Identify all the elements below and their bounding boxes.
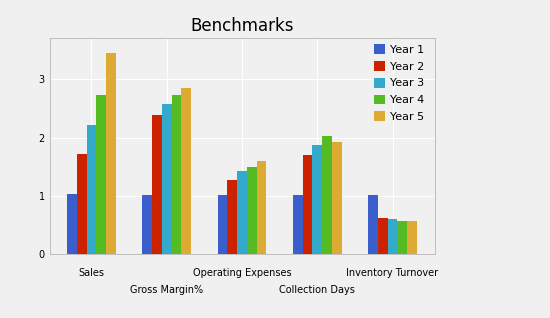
Bar [312,144,322,254]
Legend: Year 1, Year 2, Year 3, Year 4, Year 5: Year 1, Year 2, Year 3, Year 4, Year 5 [369,39,429,127]
Bar [67,194,77,254]
Bar [322,136,332,254]
Bar [106,53,116,254]
Bar [86,125,96,254]
Bar [218,195,227,254]
Text: Operating Expenses: Operating Expenses [192,268,292,278]
Bar [237,171,247,254]
Bar [172,95,182,254]
Bar [142,195,152,254]
Text: Gross Margin%: Gross Margin% [130,285,204,295]
Bar [96,95,106,254]
Bar [332,142,342,254]
Bar [227,180,237,254]
Bar [182,88,191,254]
Bar [302,155,312,254]
Bar [368,195,378,254]
Bar [378,218,388,254]
Bar [407,221,417,254]
Bar [77,154,86,254]
Text: Inventory Turnover: Inventory Turnover [346,268,438,278]
Text: Collection Days: Collection Days [279,285,355,295]
Title: Benchmarks: Benchmarks [190,17,294,35]
Bar [293,195,303,254]
Text: Sales: Sales [79,268,104,278]
Bar [398,221,407,254]
Bar [162,104,172,254]
Bar [257,161,266,254]
Bar [152,115,162,254]
Bar [247,167,257,254]
Bar [388,219,398,254]
